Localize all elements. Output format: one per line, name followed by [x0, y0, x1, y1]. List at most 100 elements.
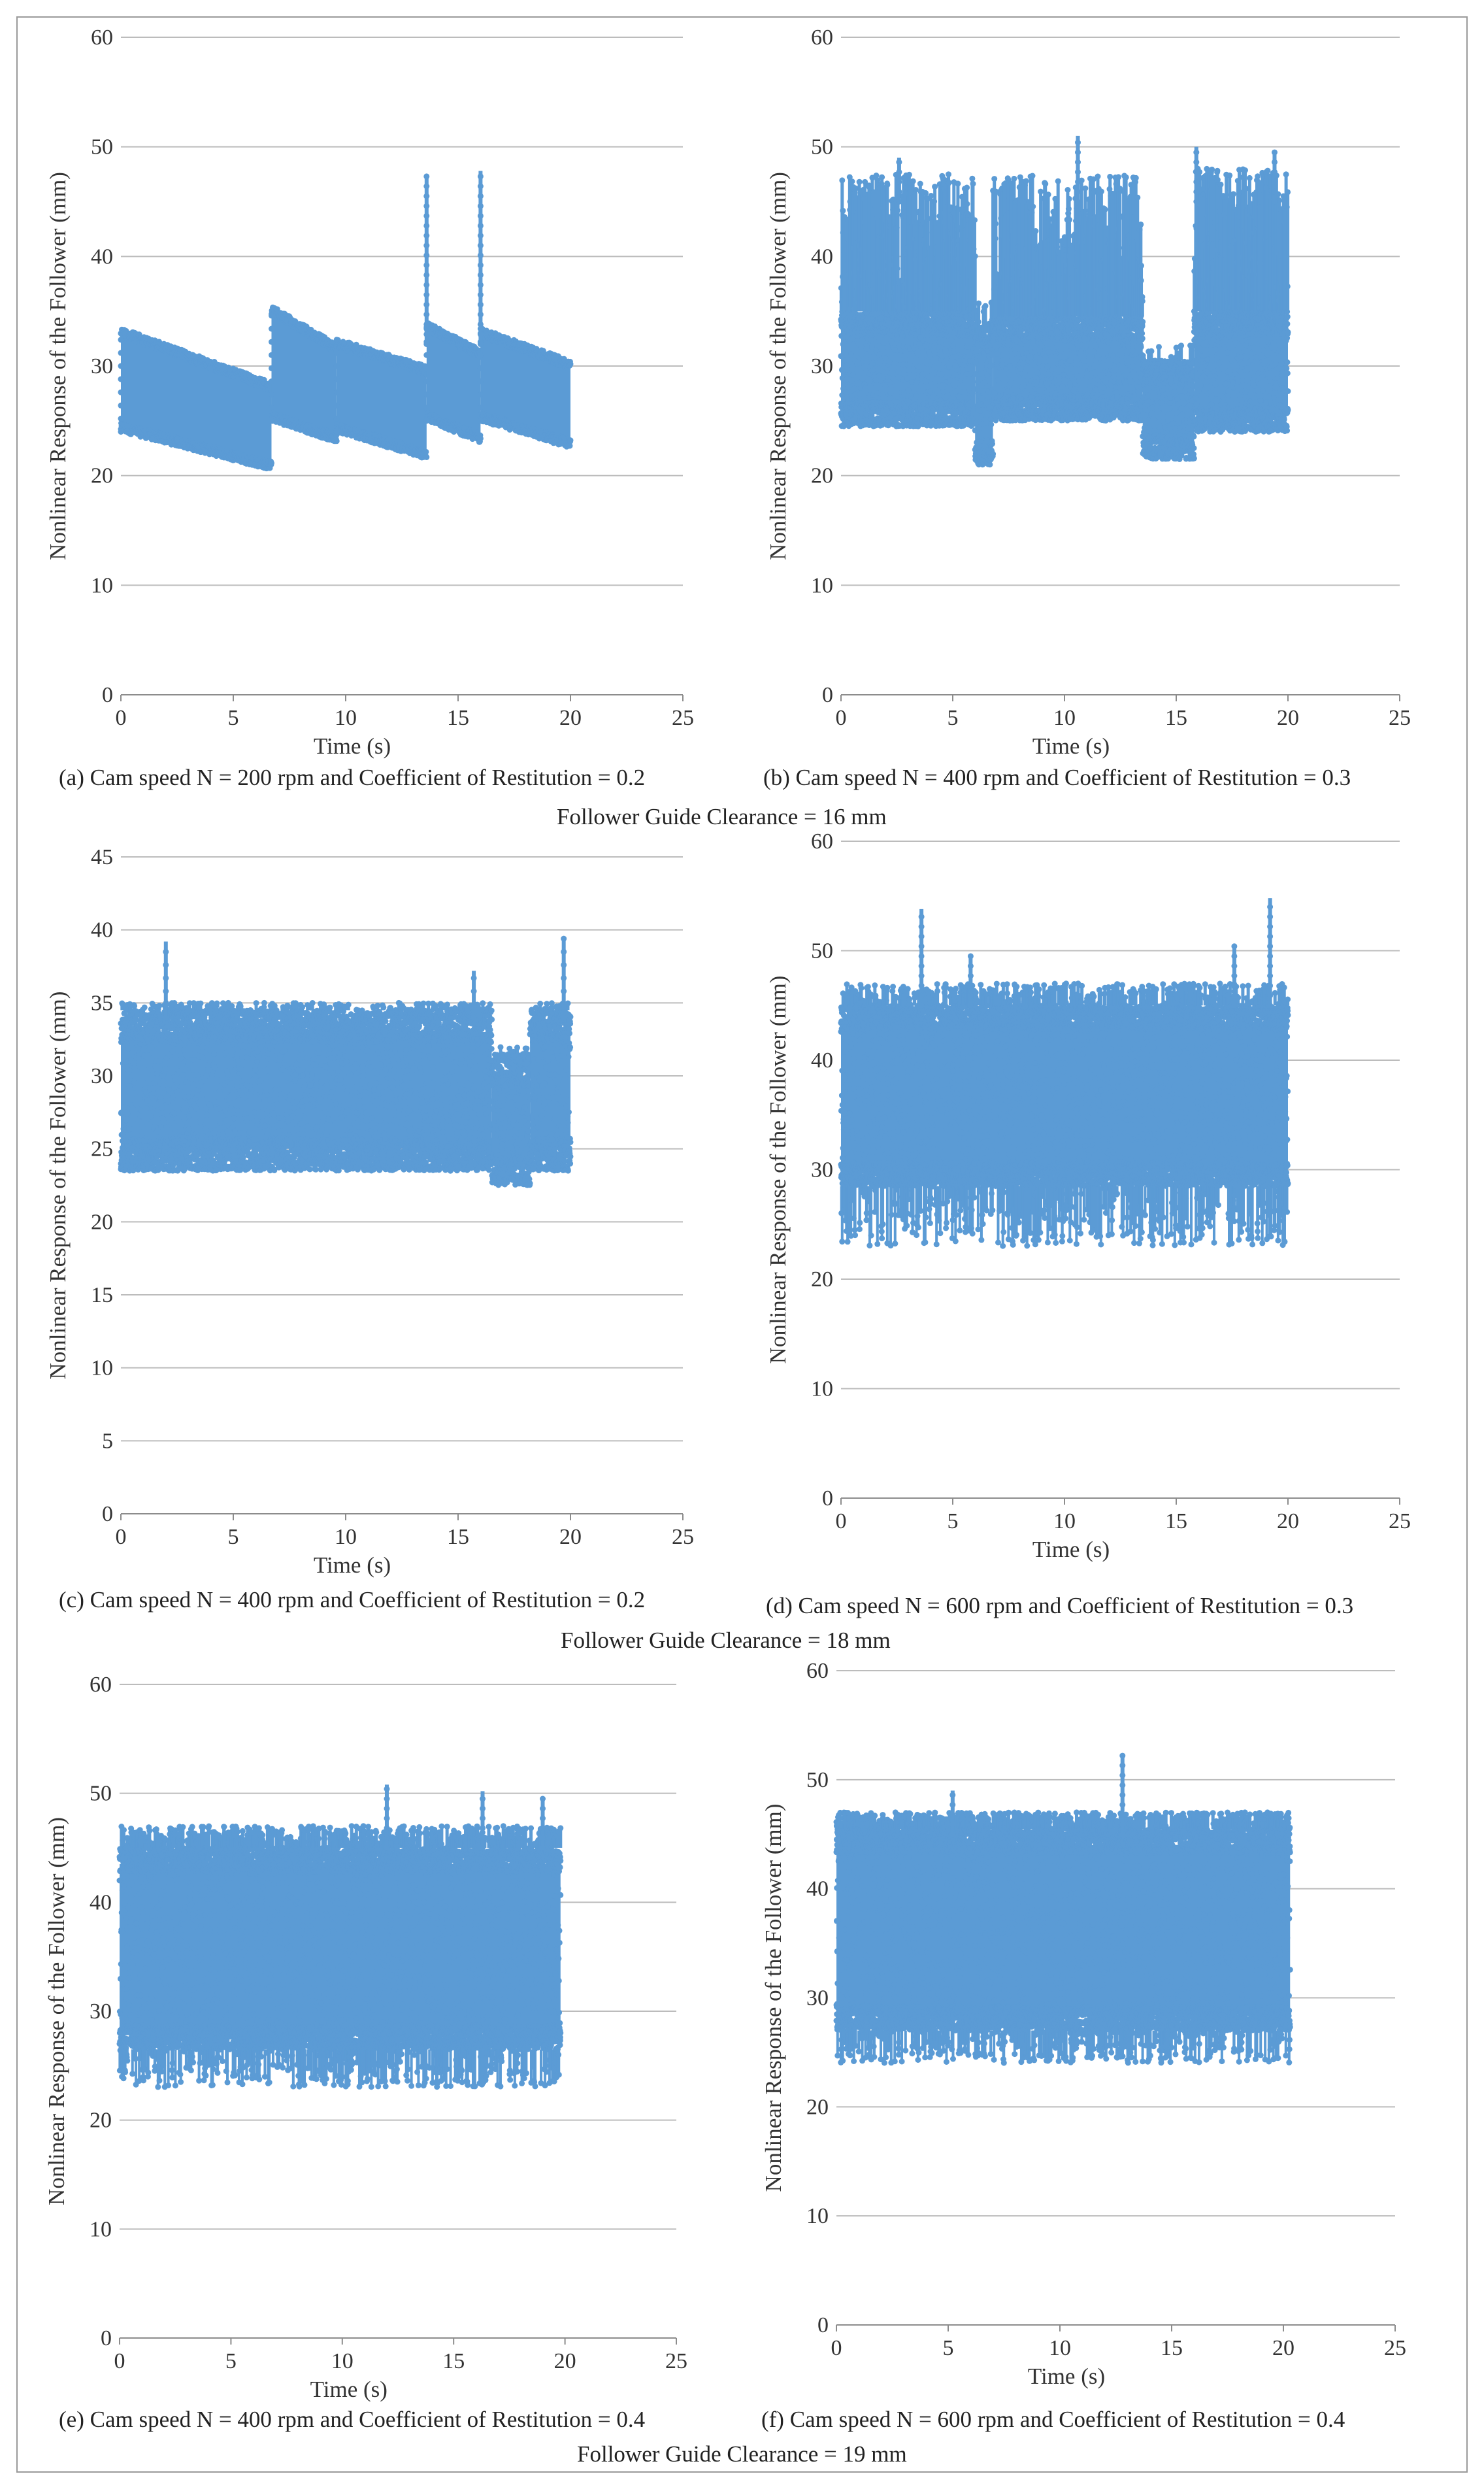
data-point [567, 443, 573, 449]
data-point [855, 380, 862, 386]
data-point [884, 182, 891, 188]
data-point [919, 371, 926, 377]
data-point [423, 233, 430, 239]
data-point [928, 193, 934, 199]
data-point [423, 378, 430, 384]
data-point [423, 352, 430, 358]
data-point [927, 352, 934, 358]
data-point [477, 262, 484, 269]
y-axis-label: Nonlinear Response of the Follower (mm) [45, 172, 71, 560]
data-point [849, 371, 856, 378]
data-point [477, 378, 484, 384]
data-point [848, 377, 855, 384]
data-point [423, 321, 430, 327]
data-point [943, 341, 949, 346]
data-point [849, 366, 855, 373]
data-point [840, 340, 847, 346]
data-point [269, 418, 274, 424]
y-tick-label: 0 [102, 683, 113, 707]
data-point [118, 350, 124, 356]
data-point [932, 376, 938, 383]
data-point [923, 378, 929, 385]
data-point [948, 337, 955, 343]
data-point [423, 392, 430, 398]
data-point [477, 212, 484, 219]
data-point [942, 348, 948, 354]
data-point [885, 344, 891, 350]
data-point [946, 180, 952, 186]
data-point [423, 331, 430, 337]
data-point [477, 405, 484, 411]
data-point [333, 416, 340, 422]
data-point [859, 375, 866, 382]
x-tick-label: 0 [836, 706, 847, 730]
data-point [880, 339, 887, 346]
data-point [913, 187, 919, 193]
data-point [118, 429, 124, 435]
data-point [477, 183, 484, 190]
data-point [906, 367, 912, 373]
x-tick-label: 5 [228, 706, 239, 730]
data-point [477, 321, 484, 327]
data-point [840, 207, 846, 214]
data-point [333, 389, 340, 395]
data-point [880, 392, 886, 398]
x-tick-label: 10 [1053, 706, 1076, 730]
data-point [118, 376, 124, 382]
data-point [477, 282, 484, 288]
data-point [118, 363, 124, 369]
y-tick-label: 30 [91, 354, 113, 378]
y-tick-label: 10 [811, 573, 833, 597]
y-tick-label: 60 [91, 25, 113, 50]
data-point [333, 429, 340, 435]
y-tick-label: 30 [811, 354, 833, 378]
y-tick-label: 50 [91, 135, 113, 159]
y-tick-label: 0 [822, 683, 833, 707]
data-point [269, 339, 274, 345]
data-point [477, 301, 484, 308]
data-point [423, 282, 430, 288]
data-point [946, 171, 951, 178]
x-axis-label: Time (s) [314, 733, 391, 759]
data-point [951, 382, 958, 389]
data-point [477, 173, 484, 180]
data-point [927, 388, 933, 395]
data-point [333, 402, 340, 409]
data-point [879, 174, 885, 180]
y-tick-label: 40 [811, 244, 833, 269]
data-point [929, 394, 936, 401]
data-point [118, 416, 124, 422]
data-point [477, 233, 484, 239]
data-point [423, 252, 430, 259]
data-point [949, 354, 956, 361]
data-point [423, 454, 430, 460]
data-point [269, 405, 274, 411]
data-point [916, 388, 923, 395]
data-point [891, 346, 898, 353]
data-point [910, 352, 916, 359]
data-point [477, 435, 484, 442]
data-point [942, 394, 949, 401]
data-point [118, 402, 124, 409]
data-point [423, 301, 430, 308]
data-point [333, 350, 340, 356]
data-point [895, 369, 902, 375]
data-point [938, 371, 945, 378]
x-tick-label: 20 [559, 706, 582, 730]
data-points [118, 171, 574, 472]
data-point [953, 388, 959, 395]
data-point [333, 376, 340, 382]
data-point [423, 212, 430, 219]
data-point [423, 173, 430, 180]
y-axis-label: Nonlinear Response of the Follower (mm) [765, 172, 791, 560]
x-tick-label: 10 [335, 706, 357, 730]
data-point [269, 326, 274, 332]
data-point [849, 178, 855, 185]
data-point [889, 354, 895, 361]
data-point [839, 177, 846, 184]
data-point [477, 365, 484, 371]
data-point [859, 337, 865, 343]
x-tick-label: 15 [1165, 706, 1187, 730]
data-point [853, 185, 859, 192]
data-point [477, 272, 484, 278]
